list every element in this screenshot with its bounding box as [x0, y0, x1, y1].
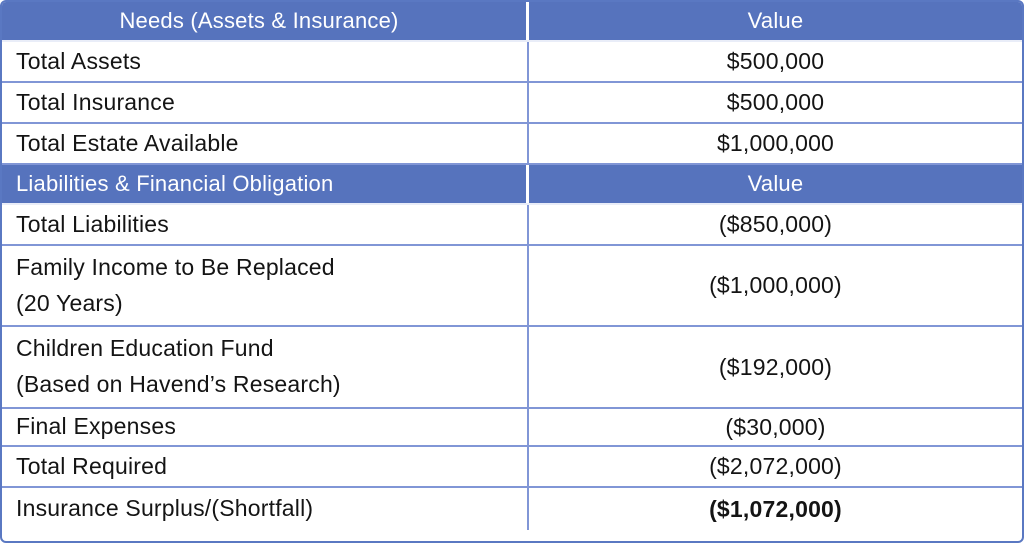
table-row-children-education-fund: Children Education Fund (Based on Havend…: [2, 327, 1022, 409]
table-row-total-assets: Total Assets $500,000: [2, 42, 1022, 83]
row-value: $1,000,000: [716, 130, 835, 156]
row-value: ($1,072,000): [709, 495, 842, 522]
row-value: $500,000: [726, 89, 825, 115]
section-header-needs: Needs (Assets & Insurance) Value: [2, 2, 1022, 42]
row-label: Total Required: [2, 447, 529, 486]
section-header-liabilities: Liabilities & Financial Obligation Value: [2, 165, 1022, 205]
table-row-total-required: Total Required ($2,072,000): [2, 447, 1022, 488]
table-row-total-liabilities: Total Liabilities ($850,000): [2, 205, 1022, 246]
row-value: ($30,000): [725, 413, 826, 440]
value-column-header: Value: [747, 8, 804, 33]
table-row-total-insurance: Total Insurance $500,000: [2, 83, 1022, 124]
row-label: Final Expenses: [2, 409, 529, 445]
row-label: Total Assets: [2, 42, 529, 81]
row-value: ($850,000): [718, 211, 833, 237]
row-label: Insurance Surplus/(Shortfall): [2, 488, 529, 530]
row-value: $500,000: [726, 48, 825, 74]
row-value: ($192,000): [718, 353, 833, 380]
table-row-family-income: Family Income to Be Replaced (20 Years) …: [2, 246, 1022, 327]
section-title-needs: Needs (Assets & Insurance): [2, 2, 529, 40]
row-value: ($1,000,000): [709, 272, 842, 298]
row-label: Total Insurance: [2, 83, 529, 122]
row-label: Family Income to Be Replaced (20 Years): [2, 246, 529, 325]
value-column-header: Value: [747, 171, 804, 196]
row-label: Total Liabilities: [2, 205, 529, 244]
row-value: ($2,072,000): [709, 453, 842, 479]
section-title-liabilities: Liabilities & Financial Obligation: [2, 165, 529, 203]
row-label: Total Estate Available: [2, 124, 529, 163]
table-row-insurance-surplus-shortfall: Insurance Surplus/(Shortfall) ($1,072,00…: [2, 488, 1022, 530]
table-row-final-expenses: Final Expenses ($30,000): [2, 409, 1022, 447]
row-label: Children Education Fund (Based on Havend…: [2, 327, 529, 407]
table-row-total-estate-available: Total Estate Available $1,000,000: [2, 124, 1022, 165]
